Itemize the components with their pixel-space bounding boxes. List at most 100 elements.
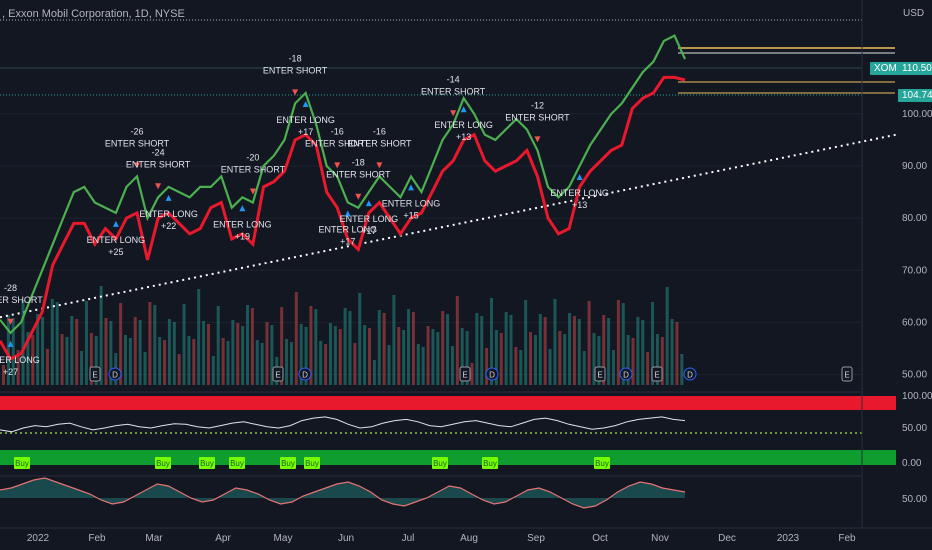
short-arrow [376, 162, 383, 169]
buy-tag-label: Buy [230, 459, 244, 468]
volume-bar [216, 306, 220, 385]
long-arrow [112, 220, 119, 227]
osc-tick-label: 50.00 [902, 423, 927, 434]
buy-tag-bg [155, 457, 171, 469]
signal-value: -16 [331, 126, 344, 136]
volume-bar [26, 332, 30, 385]
signal-value: -28 [4, 283, 17, 293]
volume-bar [343, 308, 347, 385]
volume-bars [2, 286, 684, 385]
signal-label: ENTER LONG [139, 209, 198, 219]
price-line [0, 34, 687, 335]
volume-bar [616, 300, 620, 385]
volume-bar [680, 354, 684, 385]
volume-bar [504, 312, 508, 385]
osc-tick-label: 0.00 [902, 458, 922, 469]
volume-bar [206, 324, 210, 385]
volume-bar [324, 344, 328, 385]
volume-bar [221, 338, 225, 385]
signal-value: -24 [152, 147, 165, 157]
volume-bar [529, 332, 533, 385]
signal-label: ENTER LONG [213, 219, 272, 229]
osc-tick-label: 100.00 [902, 391, 932, 402]
short-arrow [155, 183, 162, 190]
volume-bar [299, 324, 303, 385]
short-arrow [292, 89, 299, 96]
buy-tag-label: Buy [200, 459, 214, 468]
volume-bar [353, 343, 357, 385]
volume-bar [499, 333, 503, 385]
buy-tag-label: Buy [156, 459, 170, 468]
volume-bar [572, 316, 576, 385]
signal-label: ENTER SHORT [126, 159, 191, 169]
volume-bar [490, 298, 493, 385]
volume-bar [631, 338, 635, 385]
dividend-d-marker [298, 367, 312, 381]
signal-label: ENTER SHORT [0, 295, 43, 305]
time-tick-label: Dec [718, 533, 736, 544]
currency-label: USD [903, 8, 925, 19]
volume-bar [294, 292, 298, 385]
volume-bar [158, 337, 162, 385]
volume-bar [143, 352, 147, 385]
volume-bar [84, 301, 88, 385]
earnings-e-marker [459, 366, 471, 382]
price-tick-label: 100.00 [902, 109, 932, 120]
volume-bar [455, 296, 459, 385]
buy-tag-bg [482, 457, 498, 469]
earnings-marker-label: E [844, 371, 849, 380]
signal-value: -14 [447, 74, 460, 84]
volume-bar [133, 317, 137, 385]
volume-bar [348, 311, 352, 385]
volume-bar [182, 304, 186, 385]
buy-tag-bg [304, 457, 320, 469]
signal-label: ENTER LONG [550, 188, 609, 198]
price-series [0, 34, 687, 361]
buy-tag-bg [14, 457, 30, 469]
signal-value: +17 [361, 226, 376, 236]
volume-bar [387, 345, 391, 385]
volume-bar [470, 363, 474, 385]
time-tick-label: Mar [145, 533, 163, 544]
volume-bar [21, 300, 25, 385]
volume-bar [280, 307, 284, 385]
volume-bar [621, 303, 625, 385]
signal-value: -12 [531, 100, 544, 110]
volume-bar [416, 344, 420, 385]
volume-bar [260, 343, 264, 385]
signal-value: +13 [572, 200, 587, 210]
volume-bar [250, 308, 254, 385]
volume-bar [60, 334, 64, 385]
signal-label: ENTER LONG [87, 235, 146, 245]
buy-tag-bg [594, 457, 610, 469]
volume-bar [231, 320, 235, 385]
volume-bar [36, 314, 40, 385]
volume-bar [538, 314, 542, 385]
volume-bar [460, 328, 464, 385]
time-tick-label: Sep [527, 533, 545, 544]
volume-bar [70, 316, 74, 385]
volume-bar [553, 299, 557, 385]
signal-value: +27 [3, 367, 18, 377]
volume-bar [587, 301, 591, 385]
overbought-band [0, 396, 896, 410]
volume-bar [255, 340, 259, 385]
volume-bar [104, 318, 108, 385]
volume-bar [89, 333, 93, 385]
short-arrow [334, 162, 341, 169]
volume-bar [363, 325, 367, 385]
buy-tag-label: Buy [305, 459, 319, 468]
oscillator-pane: Buy Buy Buy Buy Buy Buy Buy Buy Buy [0, 391, 896, 469]
buy-tag-label: Buy [595, 459, 609, 468]
signal-value: +17 [340, 237, 355, 247]
time-tick-label: Feb [88, 533, 106, 544]
volume-bar [436, 332, 440, 385]
volume-bar [328, 323, 332, 385]
volume-bar [289, 342, 293, 385]
volume-bar [431, 329, 435, 385]
signal-value: +19 [235, 231, 250, 241]
time-tick-label: Feb [838, 533, 856, 544]
signal-label: ENTER LONG [0, 355, 40, 365]
